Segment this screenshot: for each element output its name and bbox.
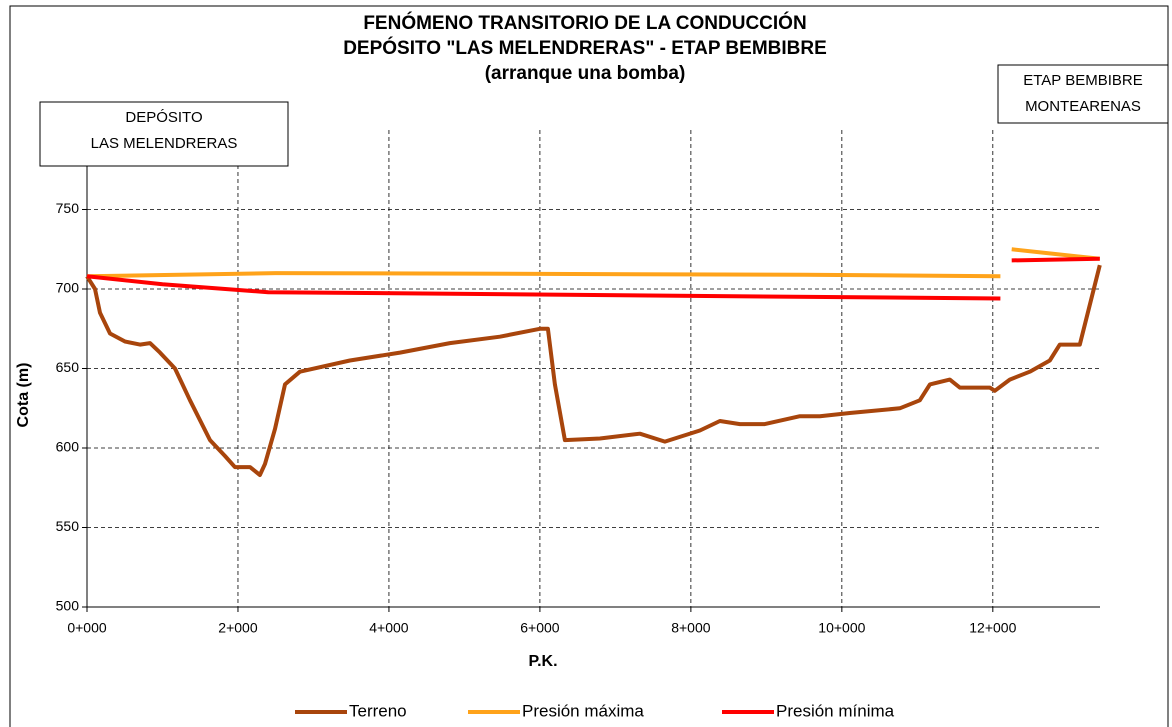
y-tick-label: 550 [56, 518, 80, 534]
y-tick-label: 750 [56, 200, 80, 216]
x-tick-label: 12+000 [969, 620, 1016, 636]
y-tick-label: 600 [56, 439, 80, 455]
x-tick-label: 6+000 [520, 620, 560, 636]
annotation-box [39, 101, 289, 167]
x-axis-title: P.K. [528, 653, 557, 670]
annotation-box [997, 64, 1169, 124]
x-tick-label: 0+000 [67, 620, 107, 636]
annotation-text: MONTEARENAS [1025, 98, 1141, 115]
legend-label: Presión mínima [776, 701, 895, 720]
y-axis-title: Cota (m) [15, 363, 32, 428]
x-tick-label: 8+000 [671, 620, 711, 636]
x-tick-label: 10+000 [818, 620, 865, 636]
y-tick-label: 650 [56, 359, 80, 375]
annotation-text: DEPÓSITO [125, 109, 202, 126]
line-series [86, 256, 1100, 301]
annotation-text: ETAP BEMBIBRE [1023, 72, 1142, 89]
x-tick-label: 2+000 [218, 620, 258, 636]
line-series [85, 264, 1102, 477]
chart-title: DEPÓSITO "LAS MELENDRERAS" - ETAP BEMBIB… [343, 37, 827, 59]
chart-title: (arranque una bomba) [485, 63, 686, 84]
legend-label: Presión máxima [522, 701, 644, 720]
y-tick-label: 700 [56, 280, 80, 296]
legend-label: Terreno [349, 701, 407, 720]
y-tick-label: 500 [56, 598, 80, 614]
x-tick-label: 4+000 [369, 620, 409, 636]
chart-title: FENÓMENO TRANSITORIO DE LA CONDUCCIÓN [363, 12, 806, 34]
annotation-text: LAS MELENDRERAS [91, 135, 238, 152]
